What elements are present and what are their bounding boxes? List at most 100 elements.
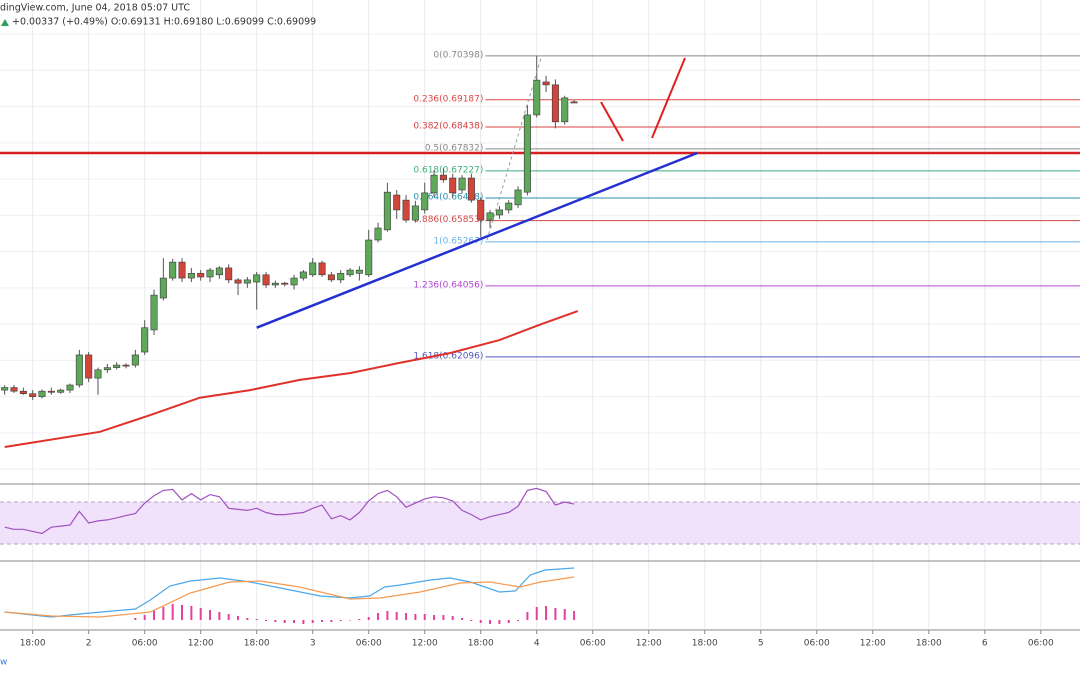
- x-tick-label: 12:00: [412, 639, 438, 649]
- x-tick-label: 06:00: [580, 639, 606, 649]
- fib-label: 0.5(0.67832): [425, 143, 484, 153]
- candle-body: [75, 354, 83, 386]
- candle-body: [383, 191, 391, 231]
- macd-histogram-bar: [526, 612, 529, 620]
- candle-body: [365, 239, 373, 276]
- candle-body: [150, 294, 158, 331]
- fib-label: 1.236(0.64056): [413, 280, 483, 290]
- candle-body: [159, 277, 167, 299]
- candle-body: [19, 390, 27, 395]
- macd-histogram-bar: [162, 607, 165, 620]
- candle-body: [169, 261, 177, 279]
- macd-histogram-bar: [461, 618, 464, 620]
- macd-histogram-bar: [265, 620, 268, 621]
- footer: w: [0, 658, 7, 668]
- macd-histogram-bar: [227, 614, 230, 620]
- x-tick-label: 6: [982, 639, 988, 649]
- fib-label: 1(0.65267): [433, 236, 483, 246]
- x-tick-label: 06:00: [1028, 639, 1054, 649]
- macd-histogram-bar: [321, 620, 324, 622]
- x-tick-label: 5: [758, 639, 764, 649]
- macd-histogram-bar: [433, 615, 436, 620]
- fib-label: 0(0.70398): [433, 50, 483, 60]
- macd-histogram-bar: [143, 615, 146, 620]
- x-tick-label: 12:00: [860, 639, 886, 649]
- candle-body: [290, 277, 298, 286]
- x-tick-label: 4: [534, 639, 540, 649]
- candle-body: [94, 369, 102, 379]
- candle-body: [122, 364, 130, 367]
- fib-label: 0.886(0.65853): [413, 215, 483, 225]
- x-tick-label: 18:00: [20, 639, 46, 649]
- candle-body: [234, 279, 242, 284]
- candle-body: [66, 384, 74, 391]
- macd-histogram-bar: [451, 616, 454, 620]
- macd-histogram-bar: [498, 620, 501, 624]
- macd-histogram-bar: [554, 608, 557, 620]
- candle-body: [243, 279, 251, 284]
- macd-line: [4, 567, 575, 618]
- macd-histogram-bar: [218, 612, 221, 620]
- macd-histogram-bar: [283, 620, 286, 623]
- signal-line: [4, 576, 575, 618]
- fib-label: 0.236(0.69187): [413, 94, 483, 104]
- candle-body: [262, 274, 270, 286]
- macd-histogram-bar: [489, 620, 492, 624]
- macd-histogram-bar: [423, 614, 426, 620]
- macd-histogram-bar: [535, 607, 538, 620]
- candle-body: [309, 262, 317, 276]
- macd-histogram-bar: [171, 604, 174, 620]
- macd-histogram-bar: [377, 613, 380, 620]
- candle-body: [29, 393, 37, 397]
- candle-body: [47, 390, 55, 393]
- candle-body: [10, 387, 18, 392]
- candle-body: [355, 269, 363, 274]
- candle-body: [393, 194, 401, 211]
- x-tick-label: 12:00: [188, 639, 214, 649]
- moving-average: [4, 310, 579, 448]
- candle-body: [514, 189, 522, 206]
- x-tick-label: 12:00: [636, 639, 662, 649]
- x-tick-label: 18:00: [916, 639, 942, 649]
- candle-body: [430, 174, 438, 194]
- header: dingView.com, June 04, 2018 05:07 UTC: [0, 3, 190, 14]
- candle-body: [421, 192, 429, 211]
- candle-body: [374, 227, 382, 241]
- candle-body: [551, 84, 559, 123]
- candle-body: [225, 267, 233, 281]
- candle-body: [271, 282, 279, 286]
- drawn-arrow: [600, 57, 686, 142]
- candle-body: [477, 199, 485, 221]
- candle-body: [458, 177, 466, 191]
- macd-histogram-bar: [414, 614, 417, 620]
- candle-body: [402, 199, 410, 221]
- candle-body: [570, 101, 578, 104]
- plot: 0(0.70398) 0.236(0.69187) 0.382(0.68438) 0.…: [0, 50, 1080, 624]
- macd-histogram-bar: [545, 606, 548, 620]
- candle-body: [467, 177, 475, 201]
- x-tick-label: 06:00: [804, 639, 830, 649]
- x-tick-label: 06:00: [356, 639, 382, 649]
- candle-body: [197, 273, 205, 278]
- candle-body: [449, 177, 457, 194]
- candle-body: [495, 209, 503, 216]
- macd-histogram-bar: [507, 620, 510, 623]
- macd-histogram-bar: [190, 606, 193, 620]
- macd-histogram-bar: [311, 620, 314, 623]
- macd-histogram-bar: [386, 611, 389, 620]
- macd-histogram-bar: [274, 620, 277, 622]
- candle-body: [533, 79, 541, 116]
- up-triangle: [1, 19, 9, 26]
- candle-body: [178, 261, 186, 279]
- macd-histogram-bar: [470, 620, 473, 621]
- candle-body: [411, 205, 419, 221]
- macd-histogram-bar: [246, 618, 249, 620]
- x-tick-label: 2: [86, 639, 92, 649]
- macd-histogram-bar: [367, 617, 370, 620]
- macd-histogram-bar: [302, 620, 305, 624]
- candle-body: [1, 387, 9, 391]
- candle-body: [346, 269, 354, 276]
- candle-body: [327, 274, 335, 281]
- candle-body: [505, 202, 513, 211]
- macd-histogram-bar: [199, 608, 202, 620]
